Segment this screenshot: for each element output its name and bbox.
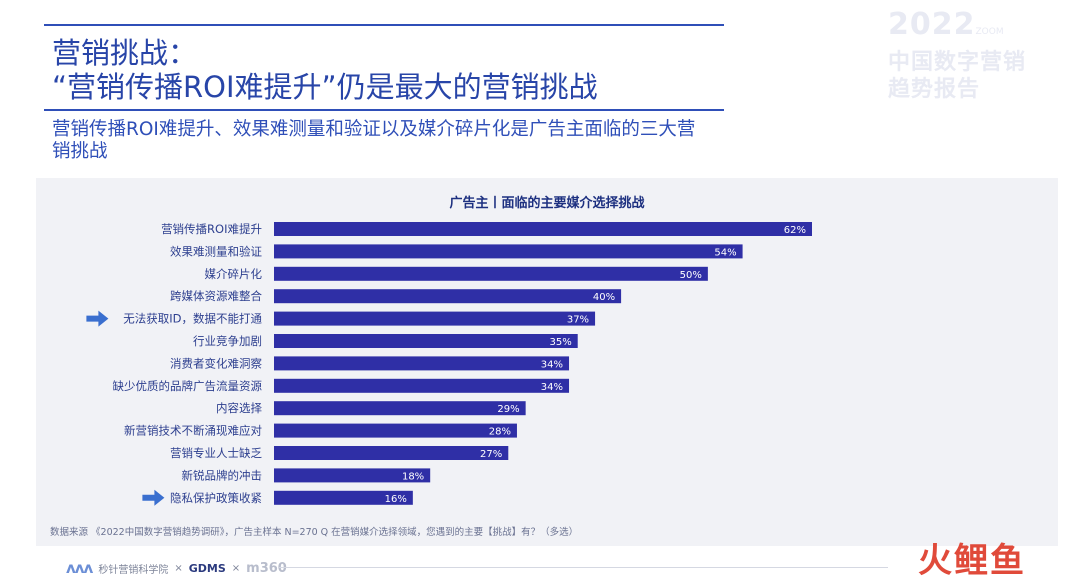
footer-rule [278,567,888,568]
category-label: 跨媒体资源难整合 [170,289,262,303]
value-label: 37% [567,315,589,326]
value-label: 50% [680,270,702,281]
category-label: 媒介碎片化 [205,267,263,281]
bar [274,222,812,236]
category-label: 新营销技术不断涌现难应对 [124,424,262,438]
value-label: 40% [593,292,615,303]
bar [274,311,596,326]
footer-logos: ʌʌʌ 秒针营销科学院 × GDMS × m360 [66,559,287,577]
footer-logo2: GDMS [188,561,226,575]
footer-logo1: 秒针营销科学院 [98,564,169,576]
footer-sep2: × [231,562,241,574]
bar-chart: 营销传播ROI难提升 62% 效果难测量和验证 54% 媒介碎片化 50% 跨媒体资源难整合… [86,222,812,506]
category-label: 效果难测量和验证 [170,244,262,258]
page-title: 营销挑战： [52,36,198,70]
top-rule [44,24,724,26]
page-title-sub: “营销传播ROI难提升”仍是最大的营销挑战 [52,70,598,104]
bar [274,266,708,281]
value-label: 18% [402,471,424,482]
footer-logo3: m360 [246,560,287,576]
brand-year: 2022ZOOM [888,7,1004,42]
chart-title: 广告主丨面临的主要媒介选择挑战 [449,196,645,211]
miaozhen-logo-icon: ʌʌʌ [66,559,93,577]
bar [274,401,526,416]
bar [274,244,743,259]
title-rule [44,109,724,111]
category-label: 营销专业人士缺乏 [170,446,262,460]
category-label: 隐私保护政策收紧 [170,491,262,505]
highlight-arrow-icon [142,489,165,506]
value-label: 16% [385,494,407,505]
brand-year-suffix: ZOOM [975,27,1004,37]
bar [274,446,509,460]
brand-line1: 中国数字营销 [888,50,1027,75]
chart-panel: 广告主丨面临的主要媒介选择挑战 营销传播ROI难提升 62% 效果难测量和验证 54%… [36,178,1058,546]
category-label: 营销传播ROI难提升 [161,222,262,236]
page-subtitle: 营销传播ROI难提升、效果难测量和验证以及媒介碎片化是广告主面临的三大营销挑战 [52,119,696,162]
value-label: 62% [784,225,806,236]
value-label: 28% [489,427,511,438]
value-label: 35% [549,337,571,348]
bar [274,289,622,304]
category-label: 内容选择 [216,401,262,415]
highlight-arrow-icon [86,310,109,327]
category-label: 新锐品牌的冲击 [182,468,263,482]
value-label: 27% [480,449,502,460]
category-label: 消费者变化难洞察 [170,356,262,370]
source-note: 数据来源 《2022中国数字营销趋势调研》，广告主样本 N=270 Q 在营销媒… [50,527,579,538]
bar [274,356,570,371]
value-label: 34% [541,382,563,393]
brand-line2: 趋势报告 [888,77,981,102]
bar [274,423,517,438]
category-label: 无法获取ID，数据不能打通 [123,312,262,326]
bar [274,334,578,348]
value-label: 34% [541,359,563,370]
report-brand: 2022ZOOM 中国数字营销 趋势报告 [888,8,1068,103]
category-label: 缺少优质的品牌广告流量资源 [113,379,263,393]
value-label: 29% [497,404,519,415]
category-label: 行业竞争加剧 [193,334,262,348]
watermark: 火鲤鱼 [918,541,1026,581]
bar [274,378,570,393]
value-label: 54% [714,247,736,258]
bar [274,468,431,483]
bar [274,490,413,505]
footer-sep1: × [174,562,183,574]
